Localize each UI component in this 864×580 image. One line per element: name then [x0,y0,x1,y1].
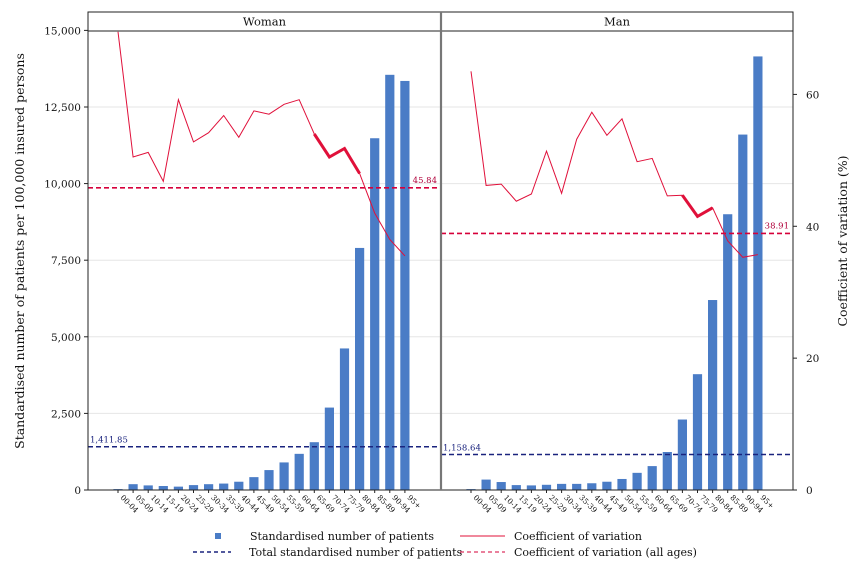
total-label-man: 1,158.64 [443,443,481,453]
bar-woman-1 [128,484,138,490]
bar-woman-2 [143,485,153,490]
bar-woman-5 [188,485,199,490]
bar-woman-6 [204,484,214,490]
cv-line-man [470,71,758,258]
bar-woman-19 [400,80,410,490]
ytick-left-2: 5,000 [51,332,81,344]
cv-line-woman [117,31,406,257]
bar-woman-8 [234,481,244,490]
bar-woman-11 [279,462,289,490]
bar-woman-14 [324,407,334,490]
bar-man-11 [632,472,642,490]
bar-woman-10 [264,470,274,490]
ytick-left-0: 0 [74,485,81,497]
ytick-left-3: 7,500 [51,255,81,267]
cv-line-highlight-woman [313,133,361,175]
cv-all-label-woman: 45.84 [413,176,437,186]
ytick-right-0: 0 [806,485,813,497]
bar-woman-13 [309,442,319,490]
ytick-left-5: 12,500 [44,102,81,114]
bar-man-2 [496,482,506,490]
ytick-right-3: 60 [806,89,819,101]
bar-man-7 [572,483,582,490]
total-label-woman: 1,411.85 [90,436,128,446]
bar-man-12 [647,466,657,490]
bar-man-5 [541,484,552,490]
bar-woman-7 [219,483,229,490]
bar-man-16 [708,300,718,490]
legend-label-total: Total standardised number of patients [249,546,463,559]
legend-label-cv: Coefficient of variation [514,530,642,543]
ytick-right-2: 40 [806,221,819,233]
bar-man-8 [587,483,597,490]
bar-woman-3 [158,486,168,490]
cv-all-label-man: 38.91 [765,221,789,231]
bar-man-18 [738,134,748,491]
cv-line-highlight-man [681,194,714,219]
bar-man-10 [617,478,627,490]
bar-woman-12 [294,453,304,490]
bar-woman-18 [385,74,395,491]
panel-title-woman: Woman [243,15,287,29]
bar-man-9 [602,481,612,490]
bar-woman-15 [339,348,350,490]
ytick-left-6: 15,000 [44,25,81,37]
ytick-left-1: 2,500 [51,408,81,420]
panel-title-man: Man [604,15,631,29]
y-axis-title-right: Coefficient of variation (%) [835,155,850,326]
ytick-right-1: 20 [806,353,819,365]
bar-man-3 [511,485,521,490]
bar-man-19 [753,56,763,491]
legend-label-cv-all: Coefficient of variation (all ages) [514,546,697,559]
bar-woman-17 [370,138,380,490]
legend-symbol-bars [215,533,221,539]
ytick-left-4: 10,000 [44,179,81,191]
bar-woman-9 [249,477,259,490]
y-axis-title-left: Standardised number of patients per 100,… [12,53,27,449]
bar-man-17 [723,214,733,490]
bar-man-4 [526,485,536,490]
bar-man-15 [692,374,703,490]
legend-label-bars: Standardised number of patients [250,530,434,543]
bar-man-6 [557,483,567,490]
bar-man-1 [481,479,491,490]
bar-woman-16 [355,247,365,490]
bar-man-13 [662,452,672,490]
bar-woman-4 [173,486,183,490]
